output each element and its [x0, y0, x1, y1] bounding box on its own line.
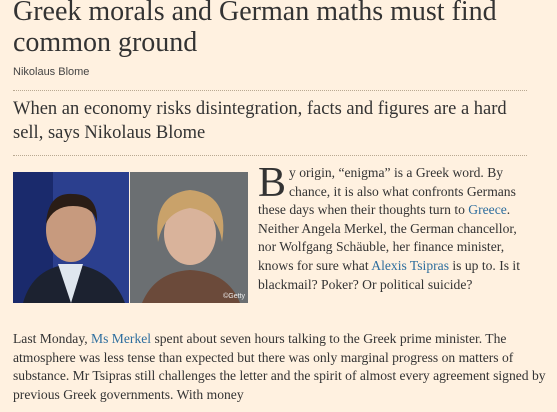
drop-cap: B [258, 160, 287, 206]
paragraph: Last Monday, Ms Merkel spent about seven… [13, 330, 553, 404]
standfirst: When an economy risks disintegration, fa… [13, 99, 507, 143]
text-run: . Neither Angela Merkel, the German chan… [258, 202, 517, 273]
byline: Nikolaus Blome [13, 66, 90, 78]
divider [13, 155, 527, 156]
inline-link[interactable]: Ms Merkel [91, 331, 152, 346]
text-run: y origin, “enigma” is a Greek word. By c… [258, 165, 516, 218]
text-run: is up to. Is it blackmail? Poker? Or pol… [258, 257, 520, 292]
inline-link[interactable]: Greece [468, 202, 507, 218]
inline-link[interactable]: Alexis Tsipras [371, 257, 449, 273]
article-photo: ©Getty [13, 172, 248, 303]
image-credit: ©Getty [223, 293, 245, 300]
photo-merkel [130, 172, 248, 303]
text-run: spent about seven hours talking to the G… [13, 331, 546, 402]
divider [13, 90, 527, 91]
headline: Greek morals and German maths must find … [13, 0, 497, 58]
photo-tsipras [13, 172, 129, 303]
text-run: Last Monday, [13, 331, 92, 346]
